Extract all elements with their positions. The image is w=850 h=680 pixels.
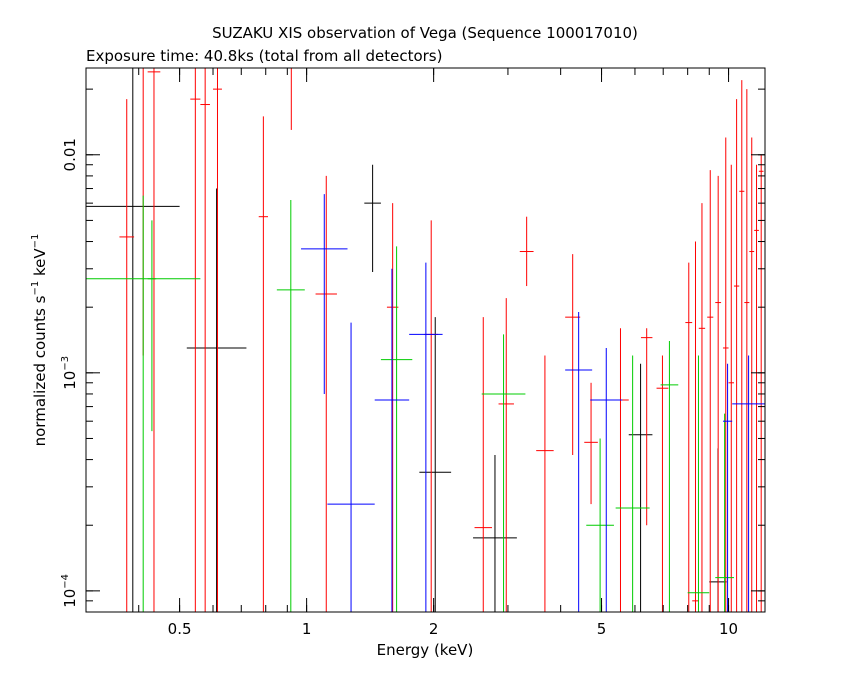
y-axis-label-exp1: −1	[30, 281, 41, 296]
data-point	[565, 312, 593, 612]
data-point	[519, 216, 534, 287]
data-point	[301, 194, 348, 394]
data-point	[186, 188, 247, 612]
data-point	[733, 99, 740, 612]
data-point	[586, 438, 614, 612]
data-point	[749, 137, 755, 612]
data-point	[147, 68, 161, 612]
data-point	[287, 67, 296, 130]
data-point	[728, 164, 734, 612]
data-point	[612, 328, 629, 612]
data-point	[754, 164, 759, 612]
y-tick-label: 10−4	[60, 574, 79, 608]
data-point	[364, 164, 381, 272]
axis-layer: 0.5 1 2 5 10 10−4 10−3 0.01	[60, 68, 765, 638]
data-point	[685, 262, 693, 612]
data-point	[660, 340, 679, 612]
data-point	[744, 89, 750, 612]
data-point	[498, 298, 514, 612]
data-point	[565, 254, 581, 455]
data-point	[615, 355, 650, 612]
x-tick-label: 1	[302, 620, 312, 638]
data-point	[584, 382, 598, 505]
data-point	[473, 454, 517, 612]
data-point	[687, 355, 710, 612]
data-point	[656, 355, 669, 612]
y-axis-label-base: normalized counts s	[31, 295, 49, 446]
x-tick-label: 10	[719, 620, 738, 638]
data-point	[374, 268, 410, 612]
data-point	[409, 262, 443, 612]
chart-title: SUZAKU XIS observation of Vega (Sequence…	[212, 24, 638, 42]
data-point	[536, 355, 554, 612]
x-tick-label: 5	[597, 620, 607, 638]
x-tick-label: 2	[429, 620, 439, 638]
data-point	[715, 413, 734, 612]
data-point	[590, 347, 623, 612]
chart-subtitle: Exposure time: 40.8ks (total from all de…	[86, 47, 442, 65]
data-point	[86, 68, 180, 612]
data-point	[315, 175, 337, 612]
data-point	[481, 334, 526, 612]
data-point	[119, 99, 135, 612]
data-point	[258, 116, 269, 612]
data-point	[147, 220, 157, 432]
y-axis-label: normalized counts s−1 keV−1	[30, 234, 49, 447]
data-layer	[86, 67, 765, 612]
data-point	[692, 241, 699, 612]
x-tick-label: 0.5	[168, 620, 192, 638]
data-point	[474, 317, 492, 612]
x-axis-label: Energy (keV)	[377, 641, 474, 659]
data-point	[640, 328, 653, 526]
y-tick-label: 10−3	[60, 356, 79, 390]
data-point	[707, 170, 714, 612]
data-point	[698, 203, 706, 612]
data-point	[722, 363, 733, 612]
data-point	[276, 200, 305, 612]
data-point	[758, 154, 764, 612]
data-point	[327, 322, 375, 612]
plot-frame	[85, 67, 766, 613]
y-axis-label-exp2: −1	[30, 234, 41, 249]
data-point	[380, 246, 413, 612]
data-point	[213, 68, 222, 612]
data-point	[715, 175, 722, 612]
y-axis-label-mid: keV	[31, 248, 49, 281]
y-tick-label: 0.01	[61, 138, 79, 171]
data-point	[190, 68, 201, 612]
data-point	[732, 355, 765, 612]
data-point	[739, 80, 745, 612]
data-point	[722, 137, 729, 612]
data-point	[200, 68, 210, 612]
data-point	[419, 317, 452, 612]
data-point	[86, 195, 201, 612]
